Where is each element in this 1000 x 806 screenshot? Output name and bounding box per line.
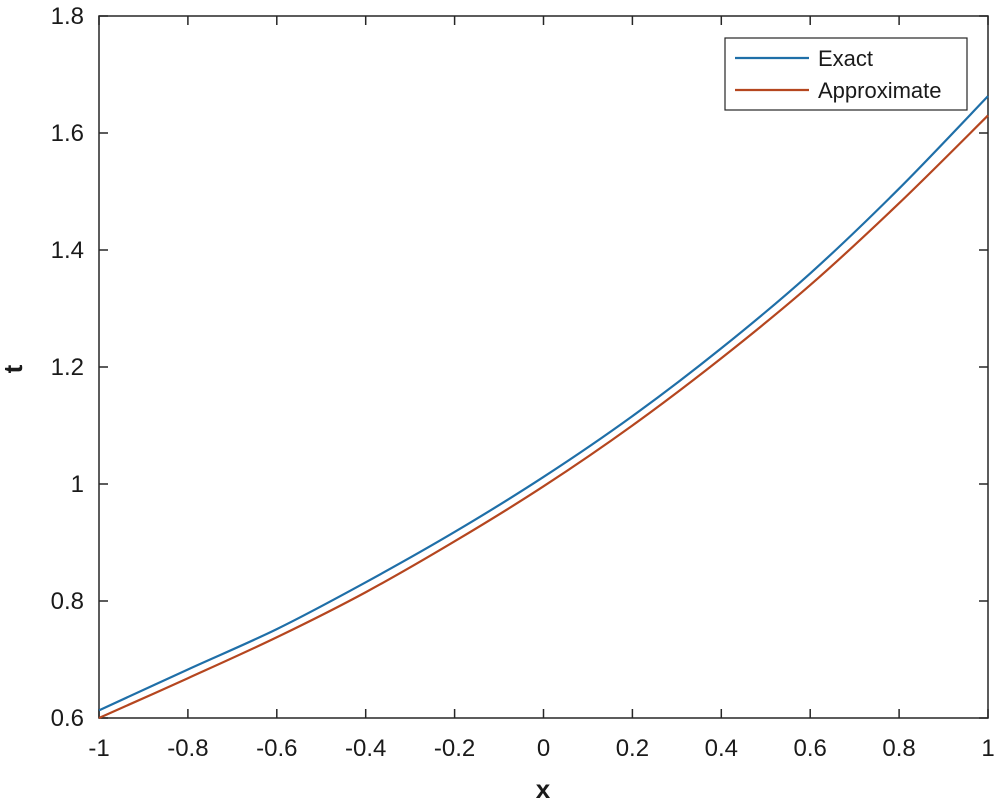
x-axis-ticks: -1 -0.8 -0.6 -0.4 -0.2 0 0.2 0.4 0.6 0.8 1 xyxy=(88,16,995,762)
y-axis-label: t xyxy=(0,364,28,373)
legend-label: Approximate xyxy=(818,78,942,103)
x-tick-label: 0.8 xyxy=(882,735,915,762)
x-tick-label: -1 xyxy=(88,735,109,762)
x-axis-label: x xyxy=(536,774,551,804)
y-axis-ticks: 0.6 0.8 1 1.2 1.4 1.6 1.8 xyxy=(51,3,988,732)
legend: Exact Approximate xyxy=(724,37,968,111)
series-layer xyxy=(98,95,989,720)
x-tick-label: 0.6 xyxy=(794,735,827,762)
x-tick-label: -0.6 xyxy=(256,735,297,762)
y-tick-label: 1.8 xyxy=(51,3,84,30)
x-tick-label: 0 xyxy=(537,735,550,762)
x-tick-label: -0.8 xyxy=(167,735,208,762)
x-tick-label: -0.4 xyxy=(345,735,386,762)
legend-box xyxy=(724,37,968,111)
y-tick-label: 1.4 xyxy=(51,237,84,264)
y-tick-label: 1.6 xyxy=(51,120,84,147)
x-tick-label: 1 xyxy=(981,735,994,762)
x-tick-label: 0.4 xyxy=(705,735,738,762)
y-tick-label: 0.8 xyxy=(51,588,84,615)
x-tick-label: -0.2 xyxy=(434,735,475,762)
y-tick-label: 1 xyxy=(71,471,84,498)
x-tick-label: 0.2 xyxy=(616,735,649,762)
y-tick-label: 1.2 xyxy=(51,354,84,381)
y-tick-label: 0.6 xyxy=(51,705,84,732)
series-line-approximate xyxy=(98,114,989,720)
series-line-exact xyxy=(98,95,989,712)
legend-label: Exact xyxy=(818,46,873,71)
